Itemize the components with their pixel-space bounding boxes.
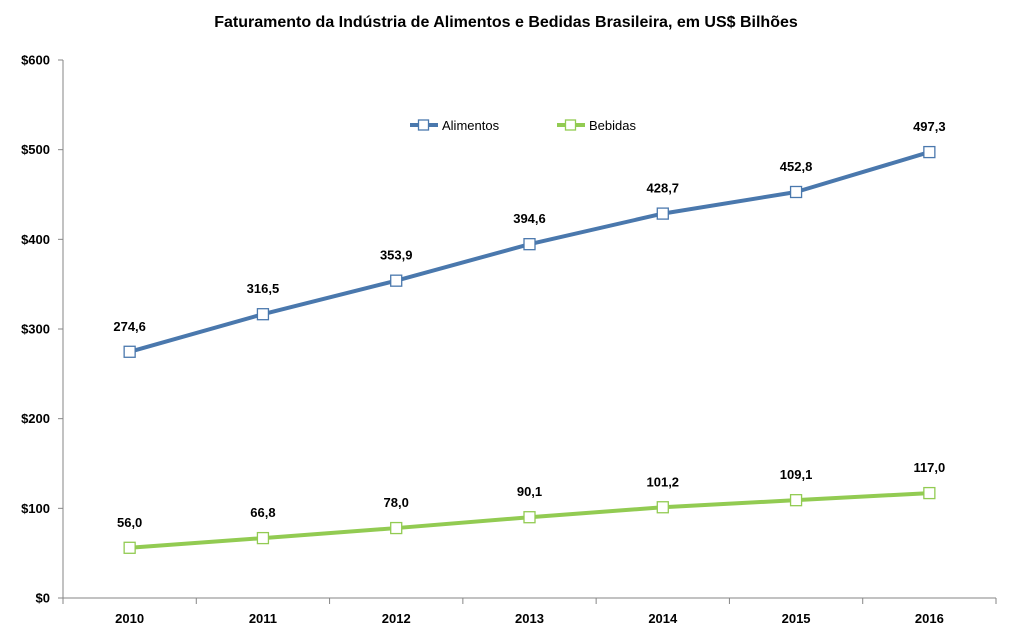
x-tick-label: 2016 — [915, 611, 944, 626]
data-point — [256, 531, 270, 545]
legend-marker — [417, 119, 430, 131]
axes: $0 $100 $200 $300 $400 $500 $600 2010 2011 2012 20… — [21, 53, 997, 626]
data-label: 56,0 — [117, 515, 142, 530]
data-point — [656, 207, 669, 220]
data-label: 428,7 — [647, 181, 680, 196]
y-tick-label: $200 — [21, 411, 50, 426]
x-tick-label: 2011 — [249, 611, 277, 626]
data-label: 316,5 — [247, 281, 280, 296]
data-label: 497,3 — [913, 119, 946, 134]
legend-label: Bebidas — [589, 118, 636, 133]
data-label: 66,8 — [250, 505, 275, 520]
y-tick-label: $500 — [21, 142, 50, 157]
x-tick-label: 2013 — [515, 611, 544, 626]
chart-title: Faturamento da Indústria de Alimentos e … — [214, 14, 798, 31]
y-tick-label: $300 — [21, 322, 50, 337]
series-line-alimentos — [129, 150, 930, 354]
data-label: 101,2 — [647, 474, 680, 489]
data-label: 353,9 — [380, 248, 413, 263]
x-tick-label: 2012 — [382, 611, 411, 626]
data-labels: 274,6 316,5 353,9 394,6 428,7 452,8 497,3 56,0 6… — [113, 119, 945, 530]
data-point — [523, 511, 536, 524]
legend-label: Alimentos — [442, 118, 500, 133]
data-point — [789, 494, 803, 507]
data-label: 90,1 — [517, 484, 542, 499]
legend: Alimentos Bebidas — [410, 118, 636, 133]
data-label: 274,6 — [113, 319, 146, 334]
x-tick-label: 2014 — [648, 611, 678, 626]
x-tick-label: 2010 — [115, 611, 144, 626]
data-label: 109,1 — [780, 467, 813, 482]
data-label: 452,8 — [780, 159, 813, 174]
legend-marker — [564, 119, 577, 131]
series-layer — [123, 145, 936, 554]
y-tick-label: $100 — [21, 501, 50, 516]
y-tick-label: $0 — [36, 591, 50, 606]
data-point — [390, 521, 403, 535]
data-point — [390, 274, 403, 287]
data-point — [256, 308, 270, 321]
y-tick-label: $400 — [21, 232, 50, 247]
data-label: 394,6 — [513, 211, 546, 226]
data-point — [523, 238, 536, 251]
data-point — [656, 501, 669, 514]
data-label: 78,0 — [384, 495, 409, 510]
data-point — [923, 486, 936, 500]
data-point — [123, 541, 136, 554]
y-tick-label: $600 — [21, 53, 50, 68]
data-point — [789, 185, 803, 199]
x-tick-label: 2015 — [782, 611, 811, 626]
data-label: 117,0 — [913, 460, 945, 475]
data-point — [923, 145, 936, 159]
data-point — [123, 345, 136, 358]
